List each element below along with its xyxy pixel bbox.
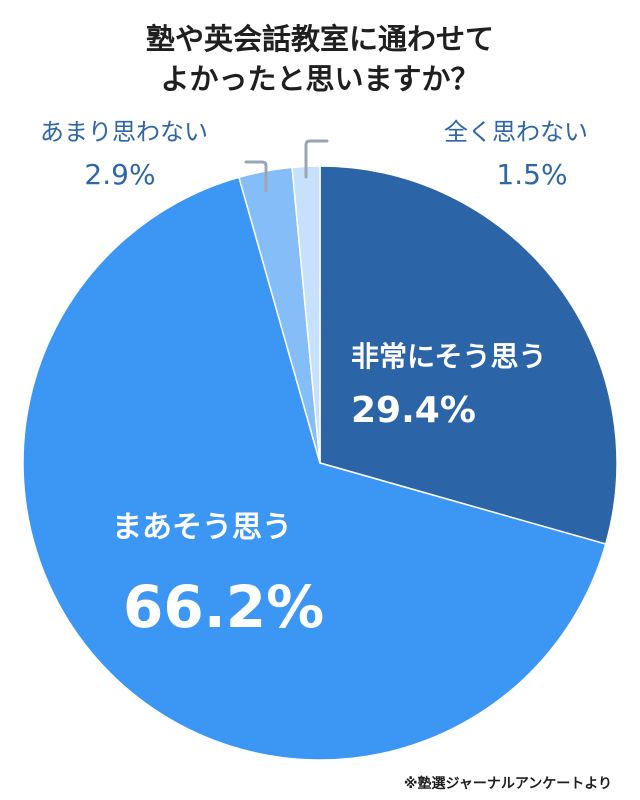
slice-4-label: 全く思わない (444, 118, 588, 146)
slice-2-label: まあそう思う (112, 510, 292, 545)
leader-lines (244, 139, 329, 193)
source-note: ※塾選ジャーナルアンケートより (404, 775, 612, 792)
chart-title-line-1: 塾や英会話教室に通わせて (146, 22, 494, 56)
slice-2-value: 66.2% (123, 573, 324, 641)
slice-labels: 非常にそう思う 29.4% まあそう思う 66.2% あまり思わない 2.9% 全く思わない… (40, 118, 588, 641)
slice-3-label: あまり思わない (40, 118, 208, 146)
slice-1-value: 29.4% (351, 390, 476, 431)
slice-2 (22, 176, 607, 761)
chart-title-line-2: よかったと思いますか？ (160, 62, 479, 96)
slice-1 (319, 165, 618, 545)
slice-1-label: 非常にそう思う (351, 340, 546, 373)
slice-3-leader (244, 160, 268, 193)
pie-slices (22, 165, 618, 761)
slice-4-value: 1.5% (496, 158, 567, 191)
slice-4-leader (304, 139, 329, 179)
slice-3-value: 2.9% (84, 158, 155, 191)
